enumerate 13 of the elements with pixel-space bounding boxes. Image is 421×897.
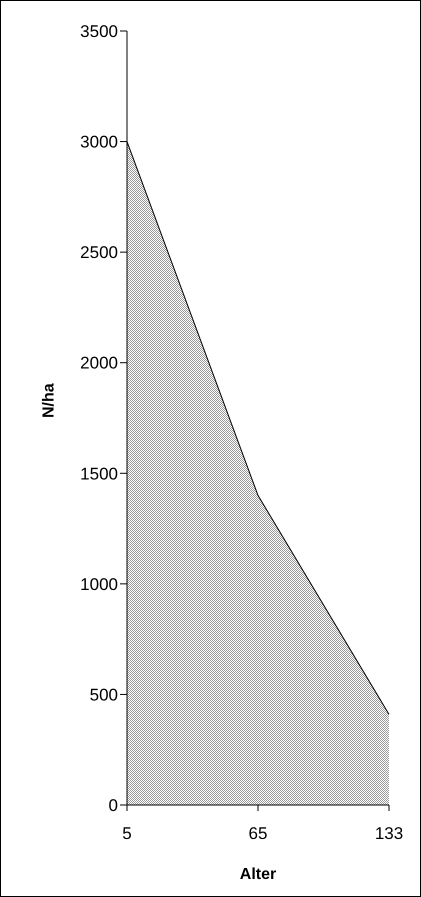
x-tick-label: 65	[248, 824, 268, 844]
y-tick-label: 0	[108, 796, 118, 816]
x-tick-label: 133	[374, 824, 404, 844]
y-tick-label: 1000	[80, 574, 118, 594]
x-axis-title: Alter	[240, 866, 276, 883]
y-tick-label: 500	[90, 685, 118, 704]
y-tick-label: 3500	[80, 22, 118, 42]
y-tick-label: 1500	[80, 464, 118, 484]
y-tick-label: 2000	[80, 354, 118, 373]
y-tick-label: 3000	[80, 132, 118, 152]
y-axis-title: N/ha	[40, 383, 58, 418]
y-tick-label: 2500	[80, 243, 118, 262]
x-tick-label: 5	[122, 824, 132, 844]
